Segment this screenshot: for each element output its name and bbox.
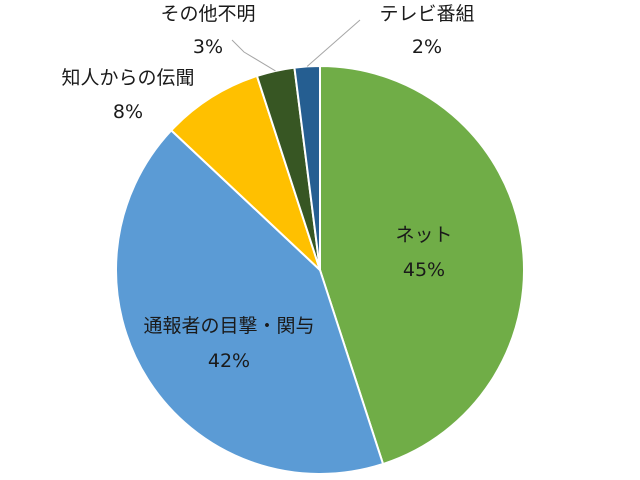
slice-label-hearsay: 知人からの伝聞	[61, 67, 194, 89]
leader-lines	[231, 19, 361, 72]
pie-slices	[115, 65, 525, 475]
pie-slice-net	[319, 65, 525, 466]
slice-value-tv: 2%	[412, 36, 442, 58]
slice-value-net: 45%	[403, 259, 445, 281]
leader-line-tv	[306, 19, 361, 67]
slice-label-tv: テレビ番組	[379, 3, 474, 25]
slice-label-unknown: その他不明	[160, 3, 255, 25]
leader-line-unknown	[231, 39, 276, 72]
slice-value-witness: 42%	[208, 350, 250, 372]
pie-slice-hearsay	[170, 74, 321, 271]
slice-label-net: ネット	[395, 224, 452, 246]
slice-label-witness: 通報者の目撃・関与	[143, 315, 314, 337]
pie-slice-witness	[115, 129, 385, 475]
slice-value-unknown: 3%	[193, 36, 223, 58]
slice-value-hearsay: 8%	[113, 101, 143, 123]
